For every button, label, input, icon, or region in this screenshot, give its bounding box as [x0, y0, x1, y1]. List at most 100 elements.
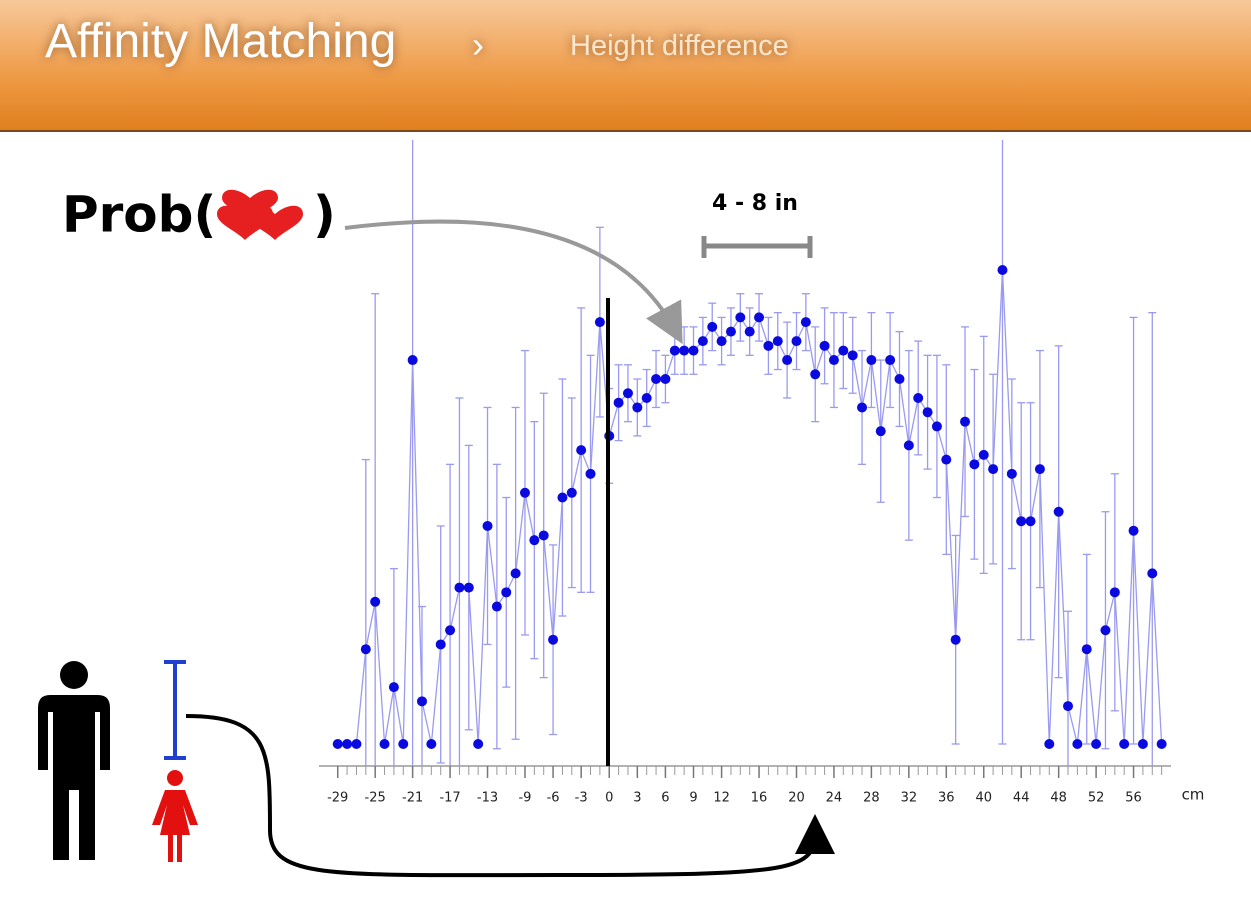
data-point	[978, 449, 989, 460]
x-axis-label: cm	[1182, 786, 1205, 804]
header-subtitle: Height difference	[570, 30, 789, 62]
x-tick-label: -6	[547, 791, 560, 806]
data-point	[342, 739, 353, 749]
prob-label-close: )	[313, 186, 336, 244]
data-point	[828, 355, 839, 366]
data-point	[1100, 625, 1111, 636]
data-point	[632, 402, 643, 413]
data-point	[791, 336, 802, 347]
data-point	[370, 596, 381, 607]
data-point	[641, 392, 652, 403]
x-tick-label: 28	[863, 791, 880, 806]
x-tick-label: 52	[1088, 791, 1105, 806]
data-point	[538, 530, 549, 541]
data-point	[1128, 525, 1139, 536]
data-point	[585, 468, 596, 479]
data-point	[744, 326, 755, 337]
data-point	[388, 682, 399, 693]
data-point	[875, 426, 886, 437]
data-point	[1081, 644, 1092, 655]
data-point	[1006, 468, 1017, 479]
data-point	[548, 634, 559, 645]
data-point	[594, 317, 605, 328]
x-tick-label: 0	[605, 791, 613, 806]
data-point	[463, 582, 474, 593]
data-point	[1053, 506, 1064, 517]
x-tick-label: -17	[439, 791, 460, 806]
data-point	[763, 340, 774, 351]
x-tick-label: 12	[713, 791, 730, 806]
data-point	[772, 336, 783, 347]
data-point	[519, 487, 530, 498]
data-point	[407, 355, 418, 366]
data-point	[622, 388, 633, 399]
data-point	[473, 739, 484, 749]
data-point	[903, 440, 914, 451]
arrow	[344, 219, 683, 345]
data-point	[754, 312, 765, 323]
data-point	[491, 601, 502, 612]
data-point	[416, 696, 427, 707]
prob-label: Prob(	[62, 186, 216, 244]
data-point	[735, 312, 746, 323]
x-tick-label: 9	[689, 791, 697, 806]
data-point	[435, 639, 446, 650]
x-tick-label: 36	[938, 791, 955, 806]
data-point	[913, 392, 924, 403]
header-title[interactable]: Affinity Matching	[45, 15, 397, 68]
data-point	[819, 340, 830, 351]
data-point	[716, 336, 727, 347]
x-tick-label: 56	[1125, 791, 1142, 806]
x-tick-label: 40	[975, 791, 992, 806]
data-point	[782, 355, 793, 366]
data-point	[838, 345, 849, 356]
heart-icon	[222, 189, 278, 222]
data-point	[988, 464, 999, 475]
header-bar: Affinity Matching › Height difference	[0, 0, 1251, 132]
data-point	[857, 402, 868, 413]
data-point	[922, 407, 933, 418]
x-tick-label: 44	[1013, 791, 1030, 806]
data-point	[810, 369, 821, 380]
data-point	[445, 625, 456, 636]
data-point	[725, 326, 736, 337]
data-point	[351, 739, 362, 749]
data-point	[454, 582, 465, 593]
data-point	[510, 568, 521, 579]
data-point	[697, 336, 708, 347]
data-point	[969, 459, 980, 470]
range-label: 4 - 8 in	[712, 191, 798, 216]
data-point	[651, 374, 662, 385]
data-point	[1091, 739, 1102, 749]
data-point	[398, 739, 409, 749]
arrow	[185, 714, 835, 878]
data-point	[613, 397, 624, 408]
x-tick-label: 3	[633, 791, 641, 806]
x-tick-label: -9	[518, 791, 531, 806]
data-point	[501, 587, 512, 598]
breadcrumb-separator: ›	[472, 24, 484, 65]
heart-icon	[217, 205, 273, 240]
data-point	[482, 520, 493, 531]
x-tick-label: 20	[788, 791, 805, 806]
data-point	[1034, 464, 1045, 475]
x-tick-label: -3	[575, 791, 588, 806]
data-point	[707, 321, 718, 332]
data-point	[688, 345, 699, 356]
data-point	[997, 265, 1008, 275]
x-tick-label: 32	[901, 791, 918, 806]
data-point	[894, 374, 905, 385]
data-point	[941, 454, 952, 465]
data-point	[557, 492, 568, 503]
x-tick-label: -21	[402, 791, 423, 806]
data-point	[950, 634, 961, 645]
data-point	[866, 355, 877, 366]
error-bars	[361, 140, 1157, 766]
data-point	[1016, 516, 1027, 527]
data-point	[1072, 739, 1083, 749]
data-point	[1156, 739, 1167, 749]
x-tick-label: -13	[477, 791, 498, 806]
plot-area: -29 -25 -21 -17 -13 -9 -6 -3 0 3 6 9 12 16 20 24 28 32 36 4…	[319, 140, 1205, 806]
